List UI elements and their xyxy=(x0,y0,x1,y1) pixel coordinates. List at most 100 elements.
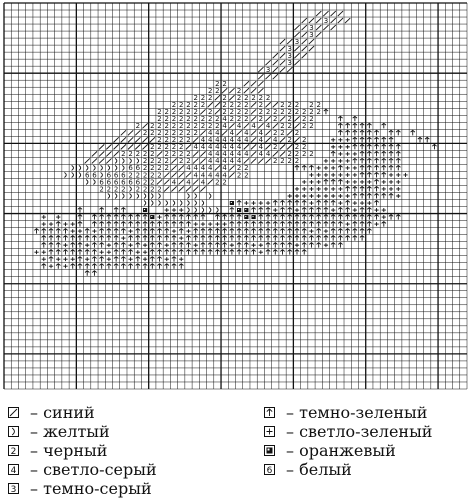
black-stitch: 2 xyxy=(186,100,190,109)
dark-green-stitch xyxy=(77,256,83,262)
black-stitch: 2 xyxy=(143,149,147,158)
blue-stitch xyxy=(113,137,120,143)
black-stitch: 2 xyxy=(157,156,161,165)
blue-stitch xyxy=(301,24,308,31)
svg-text:2: 2 xyxy=(143,149,147,158)
blue-stitch xyxy=(265,130,271,136)
dark-green-stitch xyxy=(395,129,401,136)
light-green-stitch xyxy=(323,193,329,199)
light-gray-stitch: 4 xyxy=(208,170,213,179)
black-stitch: 2 xyxy=(165,149,169,158)
svg-text:2: 2 xyxy=(107,184,111,193)
yellow-stitch xyxy=(100,165,103,171)
black-stitch: 2 xyxy=(193,121,197,130)
blue-stitch xyxy=(127,144,134,150)
dark-green-stitch xyxy=(388,213,394,220)
dark-green-stitch xyxy=(193,249,199,255)
dark-green-stitch xyxy=(287,235,293,241)
svg-text:2: 2 xyxy=(165,149,169,158)
yellow-stitch xyxy=(187,193,190,199)
legend-symbol: 2 xyxy=(11,447,17,456)
dark-green-stitch xyxy=(265,206,271,213)
light-green-stitch xyxy=(338,144,343,149)
dark-green-stitch xyxy=(222,242,228,248)
svg-text:2: 2 xyxy=(302,135,306,144)
digit-6-icon: 6 xyxy=(264,464,275,475)
svg-text:2: 2 xyxy=(165,114,169,123)
svg-text:2: 2 xyxy=(230,107,234,116)
light-green-stitch xyxy=(309,186,314,191)
dark-green-stitch xyxy=(236,213,242,220)
svg-text:2: 2 xyxy=(222,100,226,109)
svg-text:2: 2 xyxy=(193,121,197,130)
svg-text:2: 2 xyxy=(244,100,248,109)
dark-green-stitch xyxy=(113,242,119,248)
black-stitch: 2 xyxy=(193,100,197,109)
svg-text:2: 2 xyxy=(201,114,205,123)
dark-green-stitch xyxy=(374,143,380,150)
blue-stitch xyxy=(163,179,170,185)
svg-text:4: 4 xyxy=(208,156,213,165)
dark-green-stitch xyxy=(366,206,372,213)
dark-green-stitch xyxy=(352,129,358,136)
dark-green-stitch xyxy=(113,213,119,220)
svg-text:2: 2 xyxy=(295,142,299,151)
black-stitch: 2 xyxy=(288,149,292,158)
black-stitch: 2 xyxy=(150,149,154,158)
black-stitch: 2 xyxy=(288,107,292,116)
blue-stitch xyxy=(308,38,315,45)
dark-green-stitch xyxy=(229,249,235,255)
svg-text:6: 6 xyxy=(121,170,126,179)
blue-stitch xyxy=(98,151,105,157)
svg-text:2: 2 xyxy=(244,170,248,179)
dark-green-stitch xyxy=(258,220,264,227)
svg-text:2: 2 xyxy=(179,135,183,144)
blue-stitch xyxy=(243,80,250,87)
dark-green-stitch xyxy=(323,178,329,185)
black-stitch: 2 xyxy=(143,184,147,193)
light-green-stitch xyxy=(258,243,263,248)
svg-text:2: 2 xyxy=(136,149,140,158)
dark-green-stitch xyxy=(374,129,380,136)
black-stitch: 2 xyxy=(244,170,248,179)
dark-green-stitch xyxy=(55,242,61,248)
svg-text:2: 2 xyxy=(150,184,154,193)
svg-text:2: 2 xyxy=(237,163,241,172)
dark-green-stitch xyxy=(374,157,380,164)
yellow-stitch xyxy=(85,179,89,185)
dark-green-stitch xyxy=(142,235,148,241)
dark-green-stitch xyxy=(280,206,285,213)
svg-text:4: 4 xyxy=(208,149,213,158)
dark-green-stitch xyxy=(280,249,285,255)
light-gray-stitch: 4 xyxy=(230,135,235,144)
dark-green-stitch xyxy=(395,143,401,150)
svg-text:2: 2 xyxy=(237,86,241,95)
black-stitch: 2 xyxy=(136,149,140,158)
orange-stitch xyxy=(229,201,234,206)
svg-text:2: 2 xyxy=(150,170,154,179)
dark-green-stitch xyxy=(388,143,394,150)
light-green-stitch xyxy=(164,243,169,248)
dark-green-stitch xyxy=(366,227,372,234)
arrow-up-icon xyxy=(264,407,275,418)
svg-text:3: 3 xyxy=(309,23,313,32)
dark-green-stitch xyxy=(157,242,162,248)
light-green-stitch xyxy=(338,158,343,163)
dark-green-stitch xyxy=(431,143,437,150)
black-stitch: 2 xyxy=(143,163,147,172)
svg-text:2: 2 xyxy=(222,177,226,186)
dark-green-stitch xyxy=(388,192,394,199)
dark-green-stitch xyxy=(91,263,97,269)
blue-stitch xyxy=(301,38,308,45)
dark-green-stitch xyxy=(330,199,336,206)
svg-text:2: 2 xyxy=(280,121,284,130)
svg-text:6: 6 xyxy=(107,177,112,186)
light-green-stitch xyxy=(388,172,394,177)
yellow-stitch xyxy=(107,193,111,199)
dark-green-stitch xyxy=(287,249,293,255)
blue-stitch xyxy=(105,151,112,157)
dark-green-stitch xyxy=(265,227,271,234)
blue-stitch xyxy=(330,17,337,24)
